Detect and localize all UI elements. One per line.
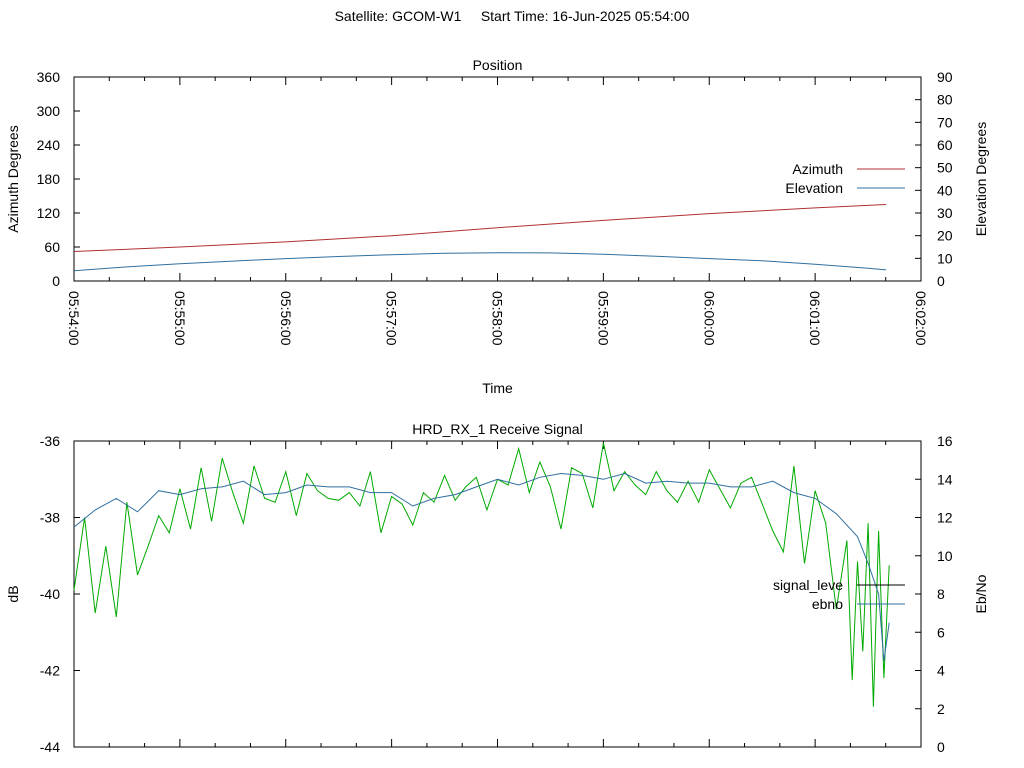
y2-tick-label-1: 14 <box>937 471 953 487</box>
y-tick-label-0: 180 <box>37 171 61 187</box>
y2-tick-label-1: 4 <box>937 663 945 679</box>
page-title: Satellite: GCOM-W1 Start Time: 16-Jun-20… <box>334 8 690 24</box>
x-tick-label-0: 05:56:00 <box>278 291 294 346</box>
legend-label-signal_leve: signal_leve <box>773 577 843 593</box>
y-tick-label-1: -42 <box>40 663 60 679</box>
series-line-Azimuth-0 <box>73 204 887 252</box>
y-tick-label-0: 360 <box>37 69 61 85</box>
x-tick-label-0: 05:55:00 <box>172 291 188 346</box>
y2-tick-label-0: 30 <box>937 205 953 221</box>
x-tick-label-0: 05:58:00 <box>490 291 506 346</box>
x-tick-label-0: 06:01:00 <box>807 291 823 346</box>
x-tick-label-0: 06:02:00 <box>913 291 929 346</box>
x-tick-label-0: 06:00:00 <box>701 291 717 346</box>
y2-tick-label-1: 0 <box>937 739 945 755</box>
plot-frame-1 <box>73 440 922 748</box>
y-tick-label-1: -36 <box>40 433 60 449</box>
y2-tick-label-1: 2 <box>937 701 945 717</box>
legend-label-ebno: ebno <box>812 596 843 612</box>
y-tick-label-1: -38 <box>40 510 60 526</box>
chart-title-1: HRD_RX_1 Receive Signal <box>412 421 582 437</box>
series-line-Elevation-0 <box>73 252 887 272</box>
y2-tick-label-0: 70 <box>937 114 953 130</box>
legend-label-Azimuth: Azimuth <box>792 161 843 177</box>
y2-tick-label-0: 60 <box>937 137 953 153</box>
series-line-signal-1 <box>73 442 890 707</box>
y-tick-label-0: 240 <box>37 137 61 153</box>
y2-tick-label-1: 10 <box>937 548 953 564</box>
x-tick-label-0: 05:57:00 <box>384 291 400 346</box>
y2-tick-label-0: 0 <box>937 273 945 289</box>
x-tick-label-0: 05:59:00 <box>595 291 611 346</box>
y2-tick-label-0: 40 <box>937 182 953 198</box>
series-line-ebno-1 <box>73 472 890 661</box>
y-tick-label-0: 120 <box>37 205 61 221</box>
y-axis-label-1: dB <box>5 585 21 602</box>
y2-tick-label-1: 12 <box>937 510 953 526</box>
plot-frame-0 <box>73 76 922 282</box>
x-tick-label-0: 05:54:00 <box>66 291 82 346</box>
y2-tick-label-1: 16 <box>937 433 953 449</box>
y-tick-label-1: -44 <box>40 739 60 755</box>
y2-tick-label-1: 8 <box>937 586 945 602</box>
y-tick-label-0: 300 <box>37 103 61 119</box>
y-tick-label-1: -40 <box>40 586 60 602</box>
y2-tick-label-0: 20 <box>937 228 953 244</box>
y2-tick-label-0: 10 <box>937 250 953 266</box>
y-tick-label-0: 60 <box>44 239 60 255</box>
y2-tick-label-1: 6 <box>937 624 945 640</box>
y-tick-label-0: 0 <box>52 273 60 289</box>
chart-title-0: Position <box>473 57 523 73</box>
x-axis-label-0: Time <box>482 380 513 396</box>
y2-axis-label-0: Elevation Degrees <box>973 122 989 236</box>
y2-tick-label-0: 90 <box>937 69 953 85</box>
y2-tick-label-0: 50 <box>937 160 953 176</box>
legend-label-Elevation: Elevation <box>785 180 843 196</box>
y2-axis-label-1: Eb/No <box>973 574 989 613</box>
y2-tick-label-0: 80 <box>937 92 953 108</box>
y-axis-label-0: Azimuth Degrees <box>5 125 21 232</box>
